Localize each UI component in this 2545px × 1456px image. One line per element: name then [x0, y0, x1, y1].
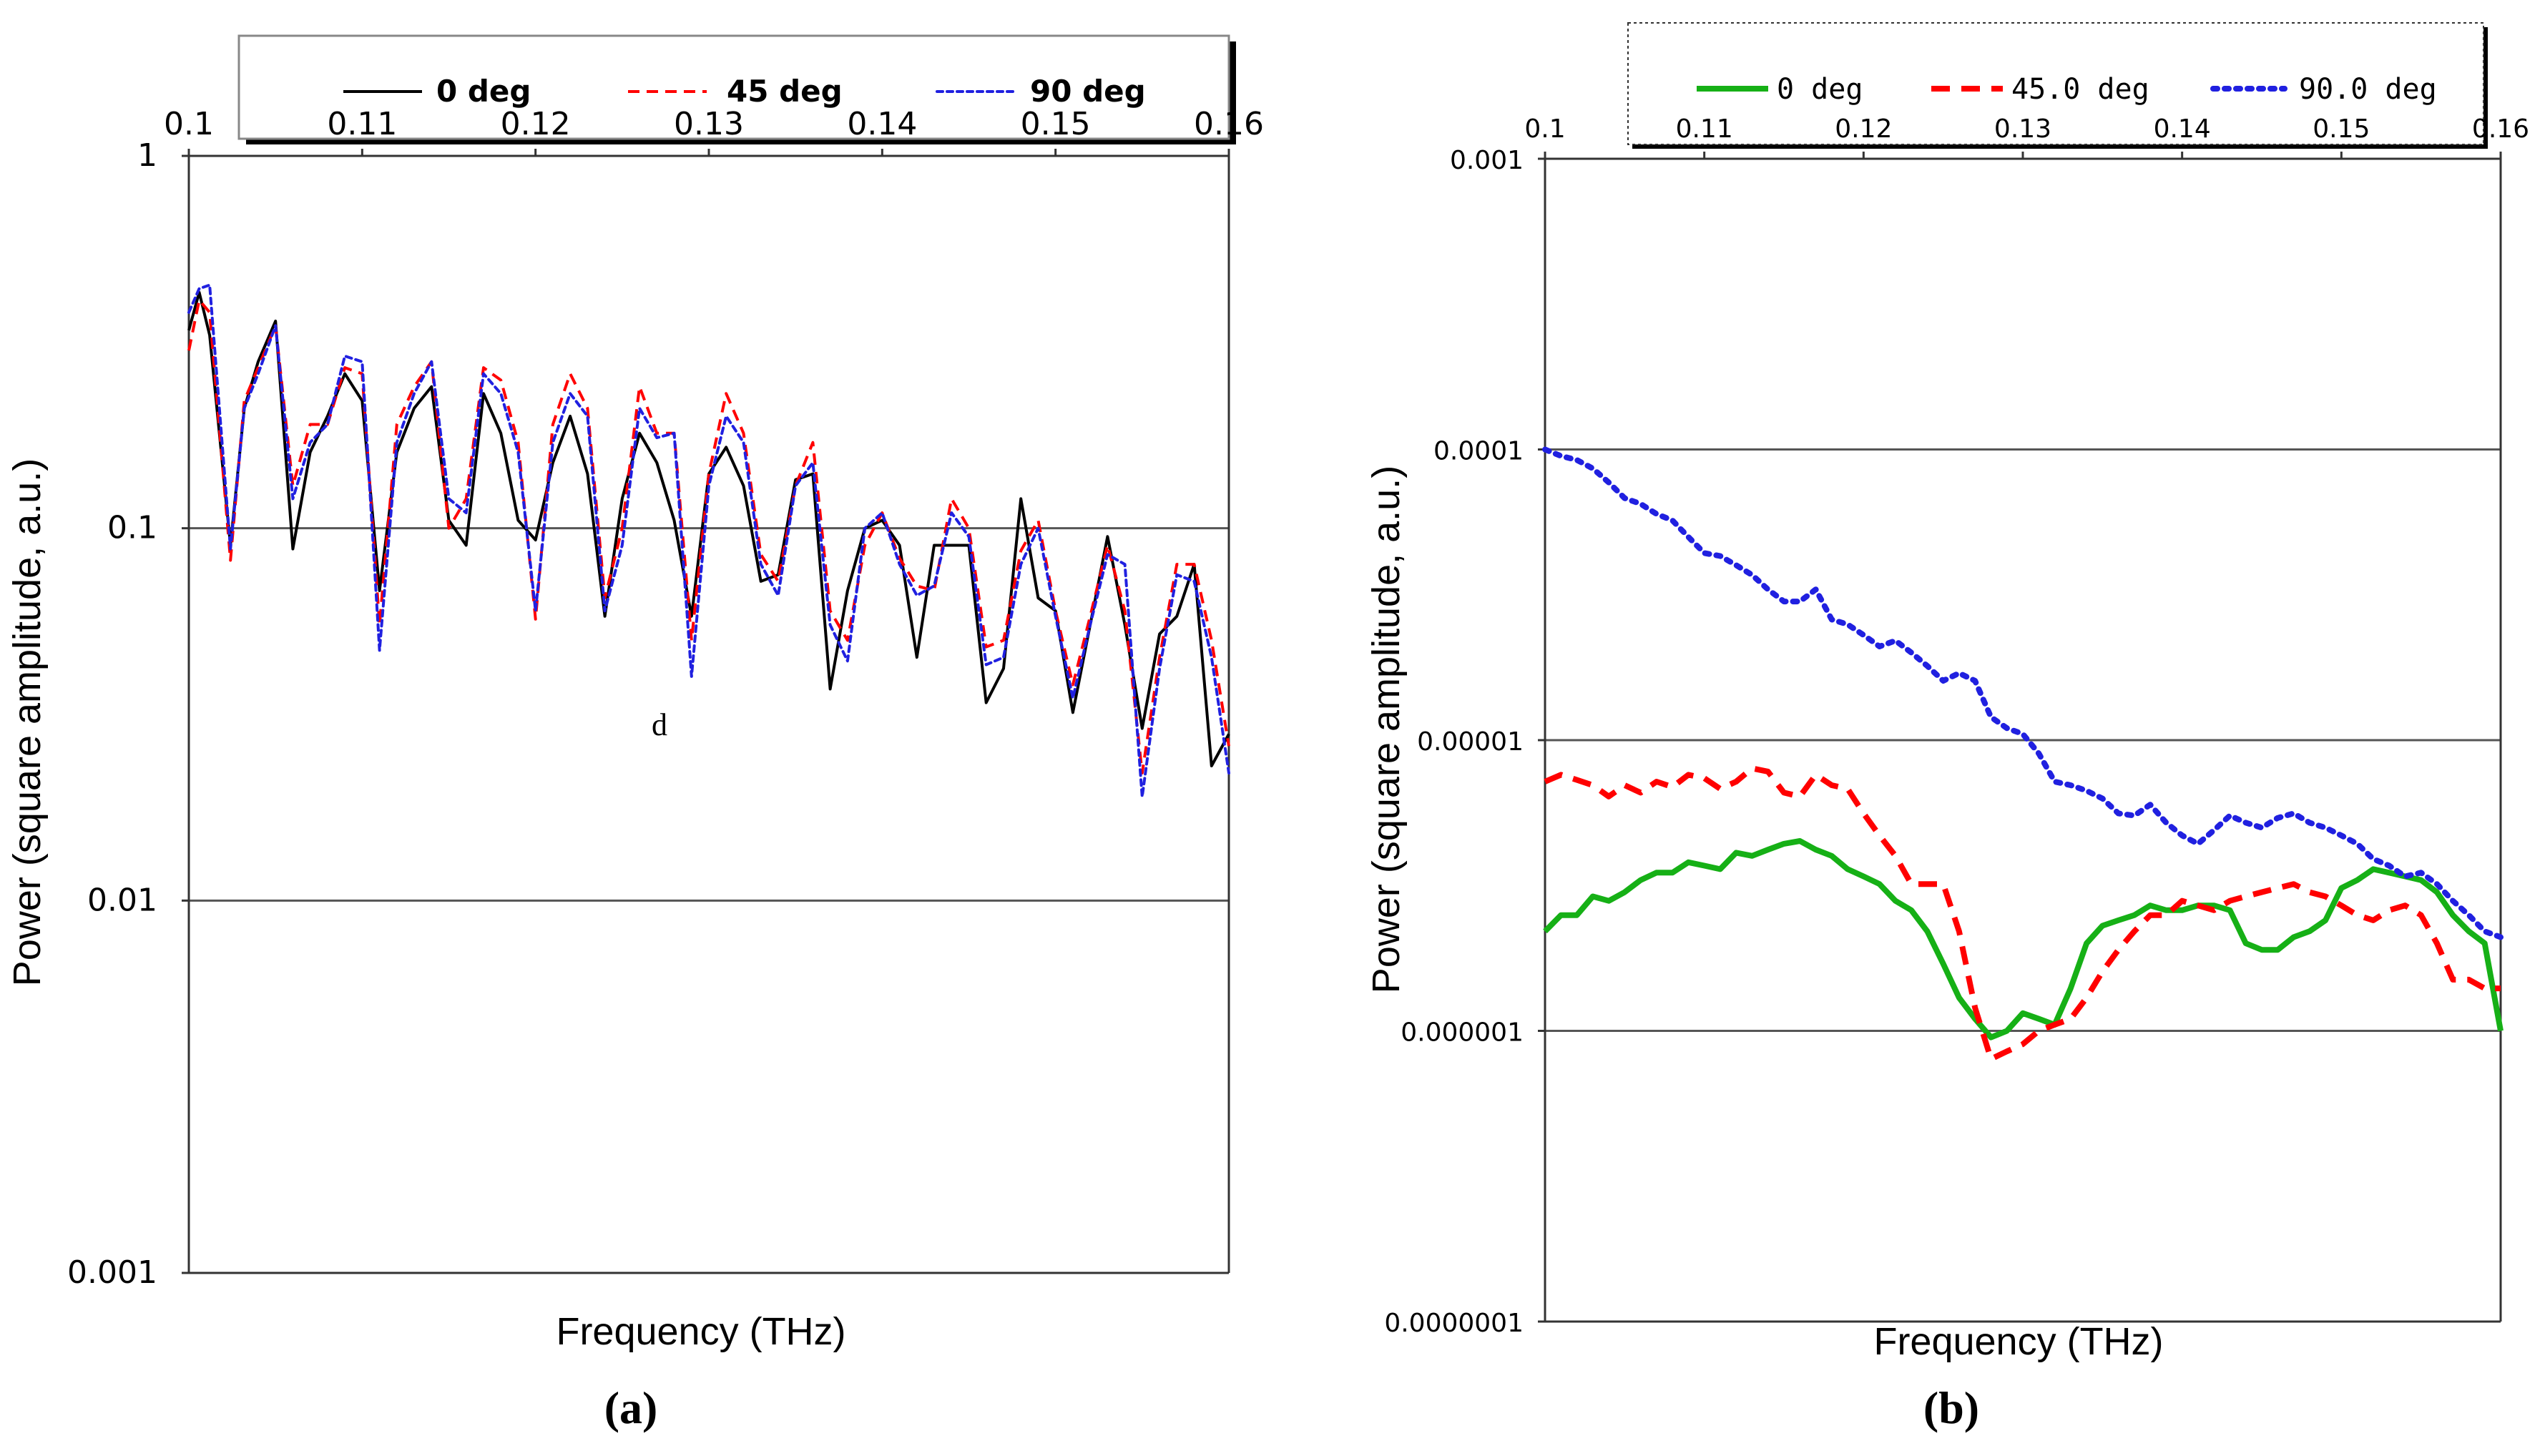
y-tick-label-a-2: 0.01	[87, 882, 157, 918]
legend-b: 0 deg 45.0 deg 90.0 deg	[1627, 22, 2488, 149]
y-axis-title-a: Power (square amplitude, a.u.)	[6, 458, 49, 986]
panel-label-b: (b)	[1923, 1382, 1979, 1433]
y-axis-title-b: Power (square amplitude, a.u.)	[1365, 466, 1408, 993]
legend-a-box	[237, 34, 1230, 140]
x-tick-label-a-6: 0.16	[1194, 106, 1264, 142]
x-tick-label-b-2: 0.12	[1835, 114, 1892, 144]
y-tick-label-a-0: 1	[137, 137, 157, 174]
panel-label-a: (a)	[604, 1382, 658, 1433]
x-tick-label-a-3: 0.13	[674, 106, 744, 142]
legend-label-a-2: 90 deg	[1030, 74, 1146, 109]
x-axis-title-a: Frequency (THz)	[556, 1310, 845, 1353]
legend-label-b-0: 0 deg	[1777, 73, 1863, 106]
y-tick-label-b-0: 0.001	[1450, 146, 1524, 175]
x-axis-title-b: Frequency (THz)	[1873, 1320, 2163, 1363]
y-tick-label-b-1: 0.0001	[1433, 437, 1524, 466]
legend-label-a-1: 45 deg	[727, 74, 843, 109]
y-tick-label-a-3: 0.001	[67, 1254, 157, 1291]
y-ticks-a: 1 0.1 0.01 0.001	[67, 137, 189, 1291]
grid-b	[1545, 448, 2501, 1032]
x-ticks-b: 0.1 0.11 0.12 0.13 0.14 0.15 0.16	[1524, 114, 2529, 159]
legend-label-a-0: 0 deg	[436, 74, 531, 109]
x-tick-label-a-1: 0.11	[327, 106, 397, 142]
series-line-b-2	[1542, 446, 2504, 940]
series-line-b-0	[1543, 838, 2504, 1041]
y-tick-label-b-2: 0.00001	[1417, 727, 1524, 757]
chart-panel-a: 0 deg 45 deg 90 deg 10.10.010.001 0.1 0.11 0…	[6, 34, 1264, 1433]
legend-a: 0 deg 45 deg 90 deg	[237, 34, 1236, 144]
x-tick-label-a-4: 0.14	[847, 106, 917, 142]
x-tick-label-b-6: 0.16	[2472, 114, 2529, 144]
x-tick-label-b-0: 0.1	[1524, 114, 1565, 144]
series-line-a-2	[187, 283, 1230, 799]
y-tick-label-b-4: 0.0000001	[1384, 1309, 1524, 1338]
y-tick-label-a-1: 0.1	[107, 510, 157, 546]
legend-b-box	[1627, 22, 2484, 145]
x-tick-label-b-1: 0.11	[1676, 114, 1733, 144]
x-tick-label-b-4: 0.14	[2154, 114, 2211, 144]
grid-a	[189, 527, 1229, 902]
series-line-b-1	[1544, 765, 2501, 1062]
legend-label-b-1: 45.0 deg	[2011, 73, 2149, 106]
x-tick-label-a-2: 0.12	[501, 106, 571, 142]
x-tick-label-a-0: 0.1	[164, 106, 214, 142]
annotation-a: d	[652, 707, 667, 742]
x-ticks-a: 0.1 0.11 0.12 0.13 0.14 0.15 0.16	[164, 106, 1264, 156]
x-tick-label-b-3: 0.13	[1994, 114, 2051, 144]
legend-label-b-2: 90.0 deg	[2299, 73, 2437, 106]
y-tick-label-b-3: 0.000001	[1401, 1018, 1524, 1048]
y-ticks-b: 0.001 0.0001 0.00001 0.000001 0.0000001	[1384, 146, 1545, 1338]
chart-panel-b: 0 deg 45.0 deg 90.0 deg 0.001 0.0001 0.00001…	[1365, 22, 2529, 1433]
x-tick-label-a-5: 0.15	[1021, 106, 1091, 142]
x-tick-label-b-5: 0.15	[2313, 114, 2370, 144]
series-lines-b	[1542, 446, 2504, 1062]
series-lines-a	[187, 283, 1230, 799]
